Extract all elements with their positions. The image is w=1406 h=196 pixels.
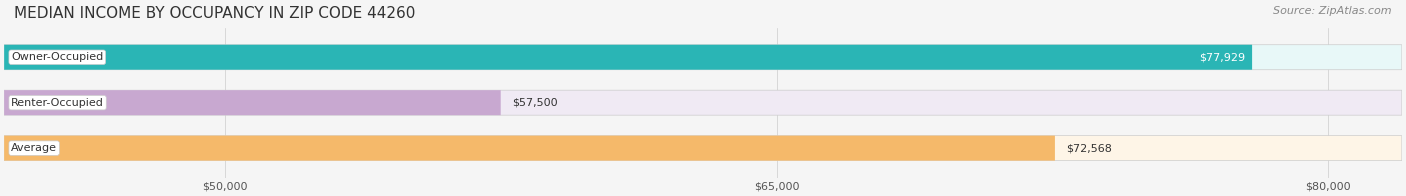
Text: Source: ZipAtlas.com: Source: ZipAtlas.com bbox=[1274, 6, 1392, 16]
Text: Renter-Occupied: Renter-Occupied bbox=[11, 98, 104, 108]
FancyBboxPatch shape bbox=[4, 90, 1402, 115]
FancyBboxPatch shape bbox=[4, 136, 1402, 161]
FancyBboxPatch shape bbox=[4, 45, 1253, 70]
FancyBboxPatch shape bbox=[4, 136, 1054, 161]
FancyBboxPatch shape bbox=[4, 45, 1402, 70]
Text: Average: Average bbox=[11, 143, 58, 153]
FancyBboxPatch shape bbox=[4, 90, 501, 115]
Text: $57,500: $57,500 bbox=[512, 98, 558, 108]
Text: Owner-Occupied: Owner-Occupied bbox=[11, 52, 104, 62]
Text: $77,929: $77,929 bbox=[1199, 52, 1246, 62]
Text: MEDIAN INCOME BY OCCUPANCY IN ZIP CODE 44260: MEDIAN INCOME BY OCCUPANCY IN ZIP CODE 4… bbox=[14, 6, 415, 21]
Text: $72,568: $72,568 bbox=[1066, 143, 1112, 153]
